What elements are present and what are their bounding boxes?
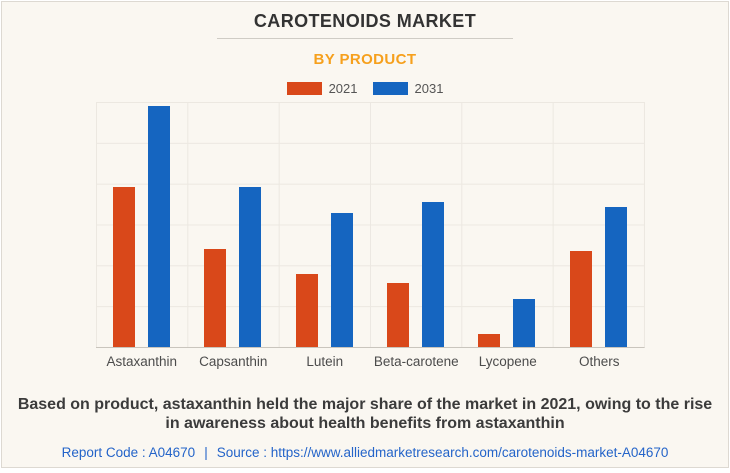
- legend-item-2021[interactable]: 2021: [286, 81, 358, 96]
- category-label-capsanthin: Capsanthin: [199, 354, 268, 369]
- source-line: Report Code : A04670 | Source : https://ww…: [2, 445, 728, 460]
- bar-2021-lutein[interactable]: [295, 273, 318, 347]
- separator: |: [204, 445, 208, 460]
- plot-area: [96, 102, 645, 348]
- category-group-lutein: [279, 102, 370, 347]
- category-group-astaxanthin: [96, 102, 187, 347]
- category-label-lutein: Lutein: [306, 354, 344, 369]
- category-label-lycopene: Lycopene: [478, 354, 537, 369]
- legend-swatch-2031: [372, 82, 408, 95]
- title-divider: [217, 38, 513, 39]
- category-label-beta-carotene: Beta-carotene: [373, 354, 459, 369]
- legend-label-2031: 2031: [414, 81, 444, 96]
- category-group-beta-carotene: [370, 102, 461, 347]
- chart-legend: 2021 2031: [2, 81, 728, 96]
- category-group-lycopene: [461, 102, 552, 347]
- bar-2031-capsanthin[interactable]: [239, 186, 262, 347]
- summary-text: Based on product, astaxanthin held the m…: [17, 396, 713, 432]
- category-label-astaxanthin: Astaxanthin: [106, 354, 178, 369]
- source-label: Source :: [216, 445, 267, 460]
- source-url-link[interactable]: https://www.alliedmarketresearch.com/car…: [270, 445, 669, 460]
- legend-item-2031[interactable]: 2031: [372, 81, 444, 96]
- bar-2021-others[interactable]: [569, 251, 592, 347]
- legend-swatch-2021: [286, 82, 322, 95]
- bar-2021-beta-carotene[interactable]: [387, 283, 410, 347]
- legend-label-2021: 2021: [328, 81, 358, 96]
- category-group-capsanthin: [187, 102, 278, 347]
- bar-2031-lutein[interactable]: [330, 213, 353, 347]
- report-code: Report Code : A04670: [61, 445, 196, 460]
- bar-2031-lycopene[interactable]: [513, 299, 536, 347]
- page-title: CAROTENOIDS MARKET: [253, 11, 477, 31]
- bar-2021-capsanthin[interactable]: [204, 249, 227, 347]
- bar-2021-lycopene[interactable]: [478, 333, 501, 347]
- bar-2021-astaxanthin[interactable]: [113, 186, 136, 347]
- page-subtitle: BY PRODUCT: [313, 51, 417, 68]
- bar-2031-beta-carotene[interactable]: [422, 202, 445, 347]
- category-group-others: [553, 102, 644, 347]
- bar-2031-others[interactable]: [604, 207, 627, 347]
- category-axis: Astaxanthin Capsanthin Lutein Beta-carotene…: [96, 354, 645, 369]
- category-label-others: Others: [578, 354, 620, 369]
- bar-2031-astaxanthin[interactable]: [148, 105, 171, 347]
